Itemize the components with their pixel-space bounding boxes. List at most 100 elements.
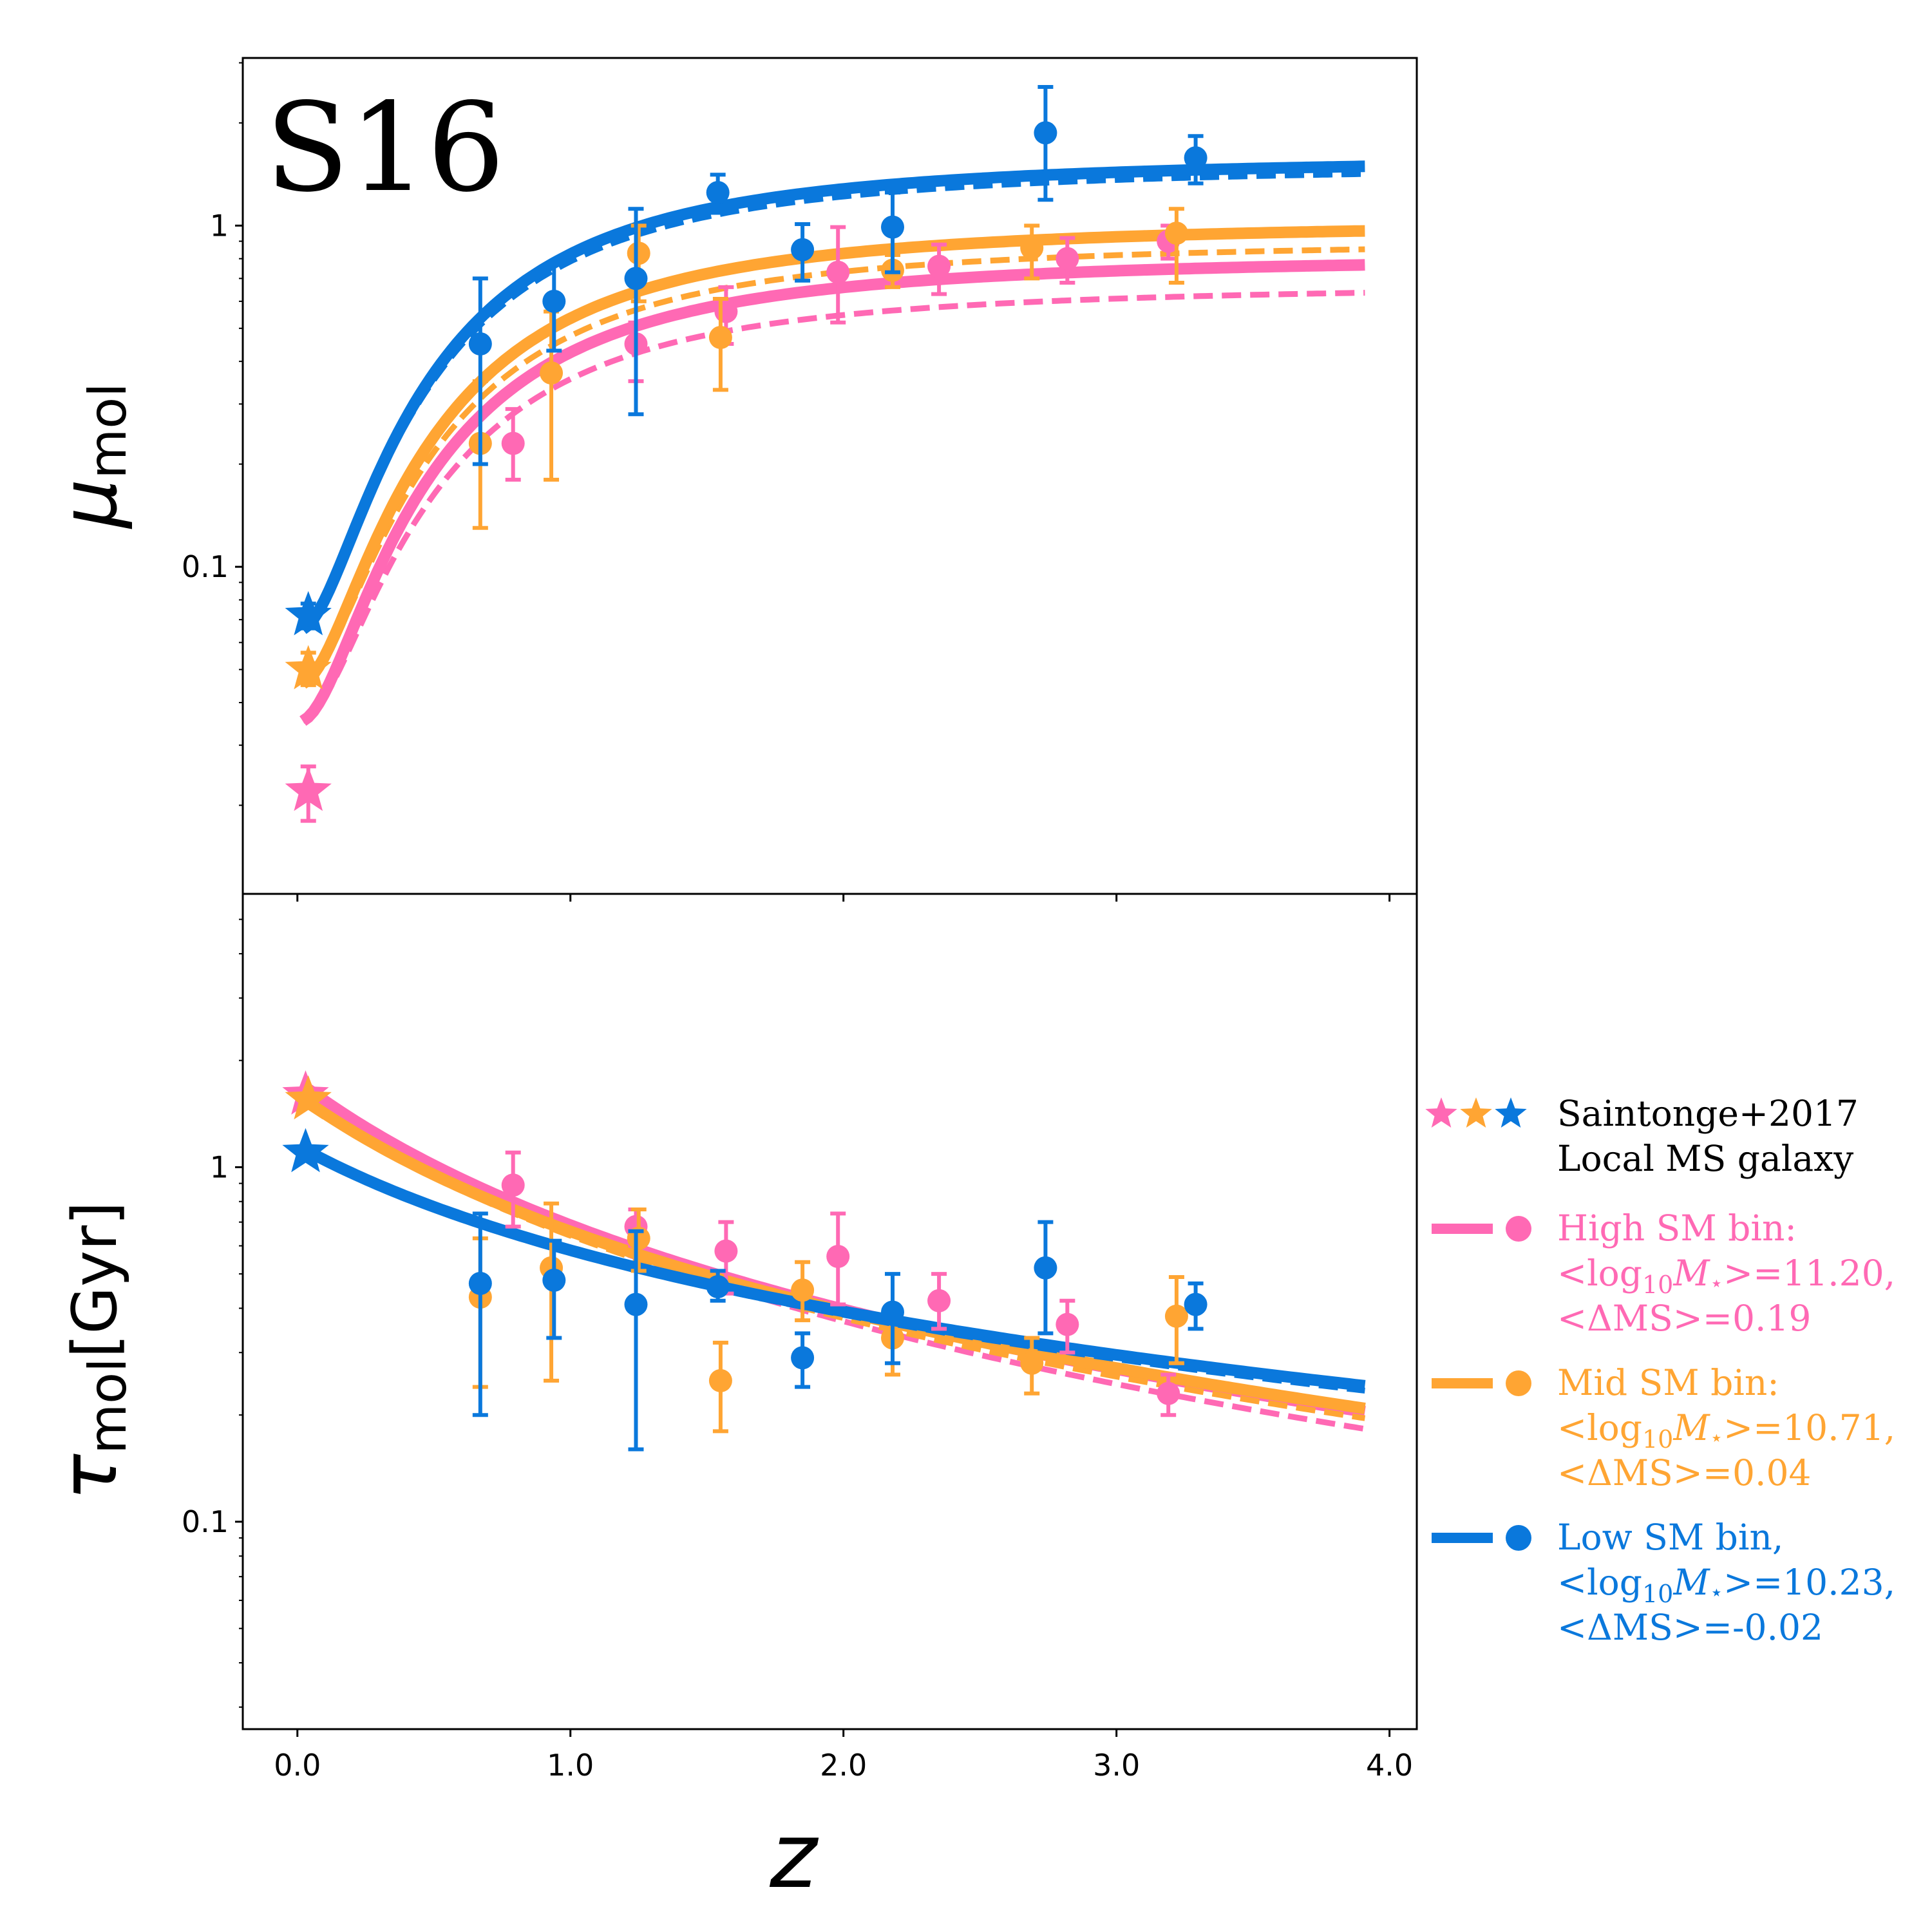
point-marker xyxy=(1020,1351,1044,1375)
point-marker xyxy=(542,1268,566,1292)
point-marker xyxy=(708,1368,732,1392)
point-marker xyxy=(1056,1312,1079,1336)
top-low-star-marker xyxy=(285,591,332,636)
top-panel-ticks: 0.11 xyxy=(182,62,1391,902)
point-marker xyxy=(881,215,905,239)
top-low-data-point xyxy=(542,260,566,353)
panel-label: S16 xyxy=(265,77,505,219)
point-marker xyxy=(624,1293,648,1316)
bottom-mid-data-point xyxy=(791,1260,815,1323)
top-high-fit-dashed-line xyxy=(301,290,1365,724)
bottom-plot-area xyxy=(282,1070,1366,1452)
top-low-data-point xyxy=(468,276,492,466)
legend-dot-mid-icon xyxy=(1506,1370,1531,1396)
star-shape xyxy=(285,766,332,811)
point-marker xyxy=(714,299,738,323)
bottom-mid-data-point xyxy=(1164,1274,1188,1365)
top-low-data-point xyxy=(1184,134,1208,185)
star-shape xyxy=(285,1075,332,1120)
point-marker xyxy=(826,1245,850,1269)
legend-text-line: Mid SM bin: xyxy=(1557,1362,1779,1403)
top-panel: 0.11 S16 μmol xyxy=(45,57,1418,902)
point-marker xyxy=(501,1173,525,1197)
legend-entry-mid: Mid SM bin:<log10M⋆>=10.71,<ΔMS>=0.04 xyxy=(1432,1362,1895,1493)
bottom-high-data-point xyxy=(927,1272,951,1331)
y-tick-label: 1 xyxy=(210,1150,229,1184)
point-marker xyxy=(791,238,815,261)
bottom-low-data-point xyxy=(624,1229,648,1452)
point-marker xyxy=(881,1300,905,1324)
star-shape xyxy=(285,591,332,636)
legend-text-line: Local MS galaxy xyxy=(1557,1138,1853,1179)
point-marker xyxy=(714,1239,738,1263)
legend-text-line: Low SM bin, xyxy=(1557,1517,1783,1558)
point-marker xyxy=(1164,222,1188,245)
top-low-data-point xyxy=(1034,84,1057,202)
point-marker xyxy=(468,1271,492,1295)
point-marker xyxy=(927,254,951,278)
bottom-low-data-point xyxy=(1184,1281,1208,1331)
top-mid-data-point xyxy=(1020,223,1044,281)
y-tick-label: 0.1 xyxy=(182,1504,229,1539)
bottom-ylabel: τmol[Gyr] xyxy=(45,1202,138,1501)
bottom-low-data-point xyxy=(1034,1220,1057,1336)
top-high-star-marker xyxy=(285,764,332,823)
bottom-low-data-point xyxy=(881,1272,905,1365)
top-high-data-point xyxy=(501,407,525,482)
point-marker xyxy=(706,1275,730,1299)
bottom-mid-data-point xyxy=(1020,1336,1044,1396)
point-marker xyxy=(540,361,564,385)
top-low-data-point xyxy=(791,222,815,283)
legend-text-line: High SM bin: xyxy=(1557,1208,1797,1249)
point-marker xyxy=(791,1346,815,1370)
legend-entry-low: Low SM bin,<log10M⋆>=10.23,<ΔMS>=-0.02 xyxy=(1432,1517,1895,1648)
bottom-panel-ticks: 0.0 1.0 2.0 3.0 4.0 0.1 1 xyxy=(182,918,1413,1783)
x-tick-label: 4.0 xyxy=(1366,1748,1413,1783)
top-mid-star-marker xyxy=(285,645,332,690)
point-marker xyxy=(1164,1304,1188,1328)
point-marker xyxy=(927,1289,951,1312)
bottom-low-star-marker xyxy=(282,1128,329,1173)
bottom-high-data-point xyxy=(1056,1298,1079,1355)
point-marker xyxy=(627,242,650,265)
top-mid-data-point xyxy=(708,297,732,392)
legend-star-low-icon xyxy=(1495,1097,1527,1128)
legend-text-line: Saintonge+2017 xyxy=(1557,1093,1859,1134)
bottom-low-data-point xyxy=(706,1269,730,1303)
legend-text-line: <ΔMS>=0.19 xyxy=(1557,1298,1811,1339)
legend-dot-high-icon xyxy=(1506,1216,1531,1242)
star-shape xyxy=(285,645,332,690)
top-high-data-point xyxy=(927,242,951,296)
x-tick-label: 3.0 xyxy=(1093,1748,1140,1783)
bottom-mid-data-point xyxy=(708,1340,732,1434)
x-tick-label: 2.0 xyxy=(820,1748,867,1783)
point-marker xyxy=(1184,1293,1208,1316)
legend-text-line: <log10M⋆>=10.71, xyxy=(1557,1407,1895,1454)
top-high-data-point xyxy=(1056,236,1079,285)
point-marker xyxy=(1034,1256,1057,1280)
point-marker xyxy=(708,326,732,350)
top-panel-marks xyxy=(285,84,1365,823)
top-ylabel: μmol xyxy=(45,383,138,529)
legend-text-line: <log10M⋆>=10.23, xyxy=(1557,1562,1895,1608)
point-marker xyxy=(1056,247,1079,270)
legend-text-line: <ΔMS>=0.04 xyxy=(1557,1452,1811,1493)
point-marker xyxy=(1157,1381,1180,1405)
x-tick-label: 0.0 xyxy=(274,1748,321,1783)
x-axis-label: z xyxy=(769,1804,819,1909)
top-low-data-point xyxy=(881,190,905,274)
legend-text-line: <ΔMS>=-0.02 xyxy=(1557,1607,1823,1648)
top-plot-area xyxy=(285,84,1365,823)
bottom-panel-marks xyxy=(282,1070,1366,1452)
legend-star-mid-icon xyxy=(1460,1097,1492,1128)
bottom-high-data-point xyxy=(826,1211,850,1307)
legend-entry-high: High SM bin:<log10M⋆>=11.20,<ΔMS>=0.19 xyxy=(1432,1208,1895,1339)
point-marker xyxy=(1020,236,1044,260)
y-tick-label: 1 xyxy=(210,208,229,243)
bottom-low-data-point xyxy=(791,1331,815,1389)
top-high-data-point xyxy=(826,225,850,325)
